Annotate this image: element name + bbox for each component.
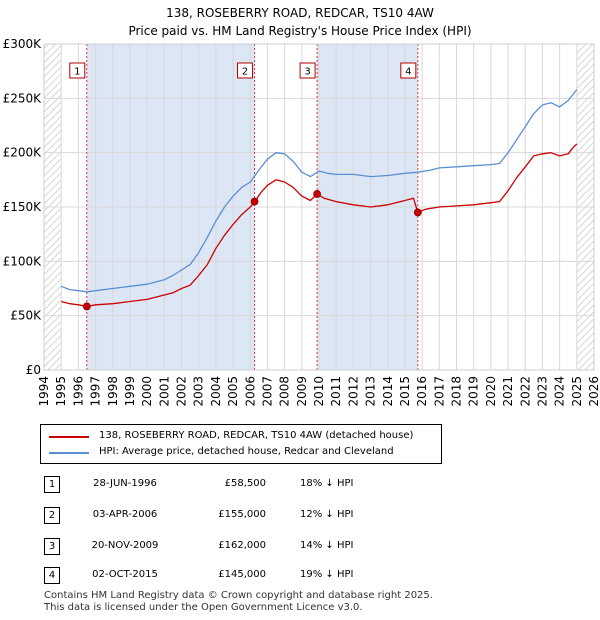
y-tick-label: £200K (3, 146, 43, 160)
marker-label: 2 (242, 67, 248, 78)
footer-copyright: Contains HM Land Registry data © Crown c… (44, 590, 433, 601)
legend-label-hpi: HPI: Average price, detached house, Redc… (99, 446, 394, 457)
x-tick-label: 2003 (192, 376, 206, 407)
x-tick-label: 2000 (140, 376, 154, 407)
y-tick-label: £50K (10, 309, 42, 323)
transaction-hpi: 12% ↓ HPI (300, 509, 354, 520)
y-tick-label: £250K (3, 91, 43, 105)
x-tick-label: 2014 (381, 376, 395, 407)
y-tick-label: £300K (3, 37, 43, 51)
x-tick-label: 1998 (106, 376, 120, 407)
chart-subtitle: Price paid vs. HM Land Registry's House … (128, 24, 472, 38)
transaction-number: 4 (44, 567, 60, 584)
marker-label: 1 (74, 67, 80, 78)
x-tick-label: 2026 (587, 376, 600, 407)
x-tick-label: 2004 (209, 376, 223, 407)
transaction-number: 1 (44, 476, 60, 493)
transaction-price: £155,000 (218, 509, 266, 520)
transaction-price: £162,000 (218, 540, 266, 551)
x-tick-label: 2015 (398, 376, 412, 407)
x-tick-label: 2021 (501, 376, 515, 407)
transaction-number: 3 (44, 538, 60, 555)
x-tick-label: 1995 (54, 376, 68, 407)
y-tick-label: £0 (26, 363, 41, 377)
transaction-hpi: 18% ↓ HPI (300, 478, 354, 489)
x-tick-label: 2009 (295, 376, 309, 407)
x-tick-label: 2007 (260, 376, 274, 407)
x-tick-label: 2016 (415, 376, 429, 407)
transaction-hpi: 14% ↓ HPI (300, 540, 354, 551)
transaction-hpi: 19% ↓ HPI (300, 569, 354, 580)
legend: 138, ROSEBERRY ROAD, REDCAR, TS10 4AW (d… (40, 424, 442, 464)
x-tick-label: 2013 (364, 376, 378, 407)
marker-box (69, 62, 86, 79)
x-tick-label: 2020 (484, 376, 498, 407)
x-tick-label: 1994 (37, 376, 51, 407)
sale-point (82, 302, 91, 311)
plot-frame (43, 43, 595, 371)
x-tick-label: 2001 (157, 376, 171, 407)
transaction-price: £145,000 (218, 569, 266, 580)
sale-point (250, 197, 259, 206)
transaction-date: 20-NOV-2009 (91, 540, 159, 551)
legend-swatch-hpi (49, 452, 89, 454)
x-tick-label: 2019 (467, 376, 481, 407)
transaction-row: 3 20-NOV-2009 £162,000 14% ↓ HPI (0, 537, 600, 557)
transaction-date: 03-APR-2006 (92, 509, 158, 520)
marker-label: 4 (405, 67, 411, 78)
x-tick-label: 2011 (329, 376, 343, 407)
x-tick-label: 2002 (175, 376, 189, 407)
marker-box (237, 62, 254, 79)
x-tick-label: 2022 (518, 376, 532, 407)
x-tick-label: 2017 (432, 376, 446, 407)
transaction-row: 1 28-JUN-1996 £58,500 18% ↓ HPI (0, 475, 600, 495)
sale-point (413, 208, 422, 217)
chart-title: 138, ROSEBERRY ROAD, REDCAR, TS10 4AW (166, 6, 434, 20)
transaction-date: 28-JUN-1996 (93, 478, 157, 489)
x-tick-label: 1996 (71, 376, 85, 407)
x-tick-label: 2018 (450, 376, 464, 407)
footer-licence: This data is licensed under the Open Gov… (44, 602, 363, 613)
marker-box (400, 62, 417, 79)
x-tick-label: 2025 (570, 376, 584, 407)
transaction-price: £58,500 (224, 478, 266, 489)
legend-label-property: 138, ROSEBERRY ROAD, REDCAR, TS10 4AW (d… (99, 430, 414, 441)
y-tick-label: £150K (3, 200, 43, 214)
x-tick-label: 2008 (278, 376, 292, 407)
x-tick-label: 2023 (535, 376, 549, 407)
x-tick-label: 2010 (312, 376, 326, 407)
x-tick-label: 1997 (89, 376, 103, 407)
x-tick-label: 2024 (553, 376, 567, 407)
series-line-hpi (60, 89, 578, 293)
transaction-row: 4 02-OCT-2015 £145,000 19% ↓ HPI (0, 566, 600, 586)
legend-swatch-property (49, 436, 89, 438)
marker-label: 3 (304, 67, 310, 78)
series-line-property (61, 143, 578, 308)
x-tick-label: 2006 (243, 376, 257, 407)
x-tick-label: 2012 (346, 376, 360, 407)
transaction-row: 2 03-APR-2006 £155,000 12% ↓ HPI (0, 506, 600, 526)
x-tick-label: 1999 (123, 376, 137, 407)
marker-box (299, 62, 316, 79)
transaction-date: 02-OCT-2015 (92, 569, 158, 580)
transaction-number: 2 (44, 507, 60, 524)
price-chart: 1 2 3 4 £0 £50K £100K £150K £200K £250K £300K 1994… (3, 37, 600, 407)
sale-point (313, 190, 322, 198)
x-tick-label: 2005 (226, 376, 240, 407)
y-tick-label: £100K (3, 254, 43, 268)
